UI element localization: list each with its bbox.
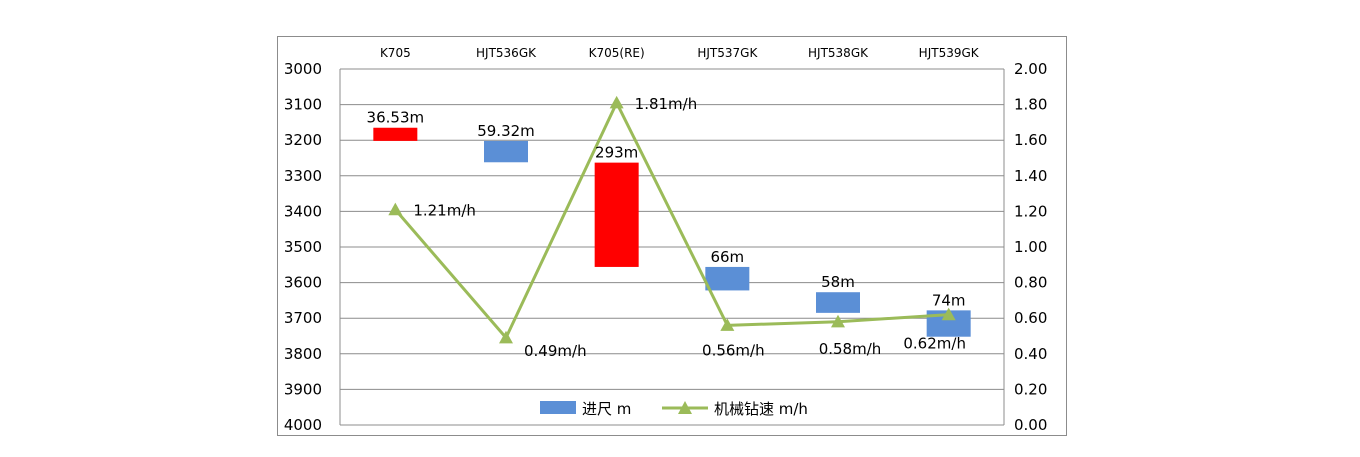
line-point-marker xyxy=(831,314,845,328)
left-tick-label: 3600 xyxy=(284,274,322,292)
left-tick-label: 4000 xyxy=(284,416,322,434)
line-series xyxy=(388,95,956,344)
bar-series xyxy=(373,127,971,337)
left-tick-label: 3300 xyxy=(284,167,322,185)
left-tick-label: 3800 xyxy=(284,345,322,363)
right-tick-label: 2.00 xyxy=(1014,60,1047,78)
legend: 进尺 m 机械钻速 m/h xyxy=(540,400,808,418)
category-label: K705(RE) xyxy=(589,46,645,60)
line-path xyxy=(394,101,949,340)
bar xyxy=(594,162,639,267)
line-data-label: 1.21m/h xyxy=(413,202,476,220)
bar-data-label: 58m xyxy=(821,273,855,291)
line-point-marker xyxy=(388,202,403,216)
category-label: HJT536GK xyxy=(476,46,537,60)
right-tick-label: 0.80 xyxy=(1014,274,1047,292)
line-point-marker xyxy=(720,318,735,331)
left-tick-label: 3400 xyxy=(284,202,322,220)
left-tick-label: 3200 xyxy=(284,131,322,149)
category-label: HJT539GK xyxy=(919,46,980,60)
line-point-marker xyxy=(609,95,624,109)
legend-marker-line xyxy=(678,401,692,414)
legend-swatch-bar xyxy=(540,401,576,414)
left-tick-label: 3500 xyxy=(284,238,322,256)
data-labels: 36.53m 59.32m 293m 66m 58m 74m 1.21m/h 0.49m/h 1… xyxy=(367,95,966,360)
bar-data-label: 66m xyxy=(710,248,744,266)
line-point-marker xyxy=(499,330,513,344)
bar-data-label: 293m xyxy=(595,144,638,162)
line-data-label: 0.58m/h xyxy=(819,340,882,358)
category-label: HJT537GK xyxy=(697,46,758,60)
left-tick-label: 3700 xyxy=(284,309,322,327)
right-tick-label: 1.20 xyxy=(1014,202,1047,220)
line-data-label: 0.62m/h xyxy=(903,335,966,353)
right-tick-label: 1.40 xyxy=(1014,167,1047,185)
right-tick-label: 1.00 xyxy=(1014,238,1047,256)
bar xyxy=(705,266,750,291)
bar-data-label: 74m xyxy=(932,291,966,309)
right-tick-label: 1.60 xyxy=(1014,131,1047,149)
axes: 3000 3100 3200 3300 3400 3500 3600 3700 3800 3900… xyxy=(284,46,1048,434)
line-data-label: 0.56m/h xyxy=(702,341,765,359)
bar xyxy=(484,140,528,163)
gridlines xyxy=(340,68,1004,426)
right-tick-label: 0.00 xyxy=(1014,416,1047,434)
bar xyxy=(816,292,860,313)
legend-label-line: 机械钻速 m/h xyxy=(714,400,808,418)
left-tick-label: 3100 xyxy=(284,96,322,114)
legend-label-bar: 进尺 m xyxy=(582,400,631,418)
right-tick-label: 1.80 xyxy=(1014,96,1047,114)
category-label: HJT538GK xyxy=(808,46,869,60)
chart-frame: 3000 3100 3200 3300 3400 3500 3600 3700 3800 3900… xyxy=(277,36,1067,436)
right-tick-label: 0.40 xyxy=(1014,345,1047,363)
bar-data-label: 36.53m xyxy=(367,109,425,127)
left-tick-label: 3000 xyxy=(284,60,322,78)
category-label: K705 xyxy=(380,46,411,60)
bar-data-label: 59.32m xyxy=(477,122,535,140)
bar xyxy=(373,127,418,141)
line-data-label: 0.49m/h xyxy=(524,342,587,360)
right-tick-label: 0.60 xyxy=(1014,309,1047,327)
combo-chart: 3000 3100 3200 3300 3400 3500 3600 3700 3800 3900… xyxy=(284,46,1048,434)
line-data-label: 1.81m/h xyxy=(635,95,698,113)
right-tick-label: 0.20 xyxy=(1014,380,1047,398)
line-point-marker xyxy=(941,307,956,321)
left-tick-label: 3900 xyxy=(284,380,322,398)
